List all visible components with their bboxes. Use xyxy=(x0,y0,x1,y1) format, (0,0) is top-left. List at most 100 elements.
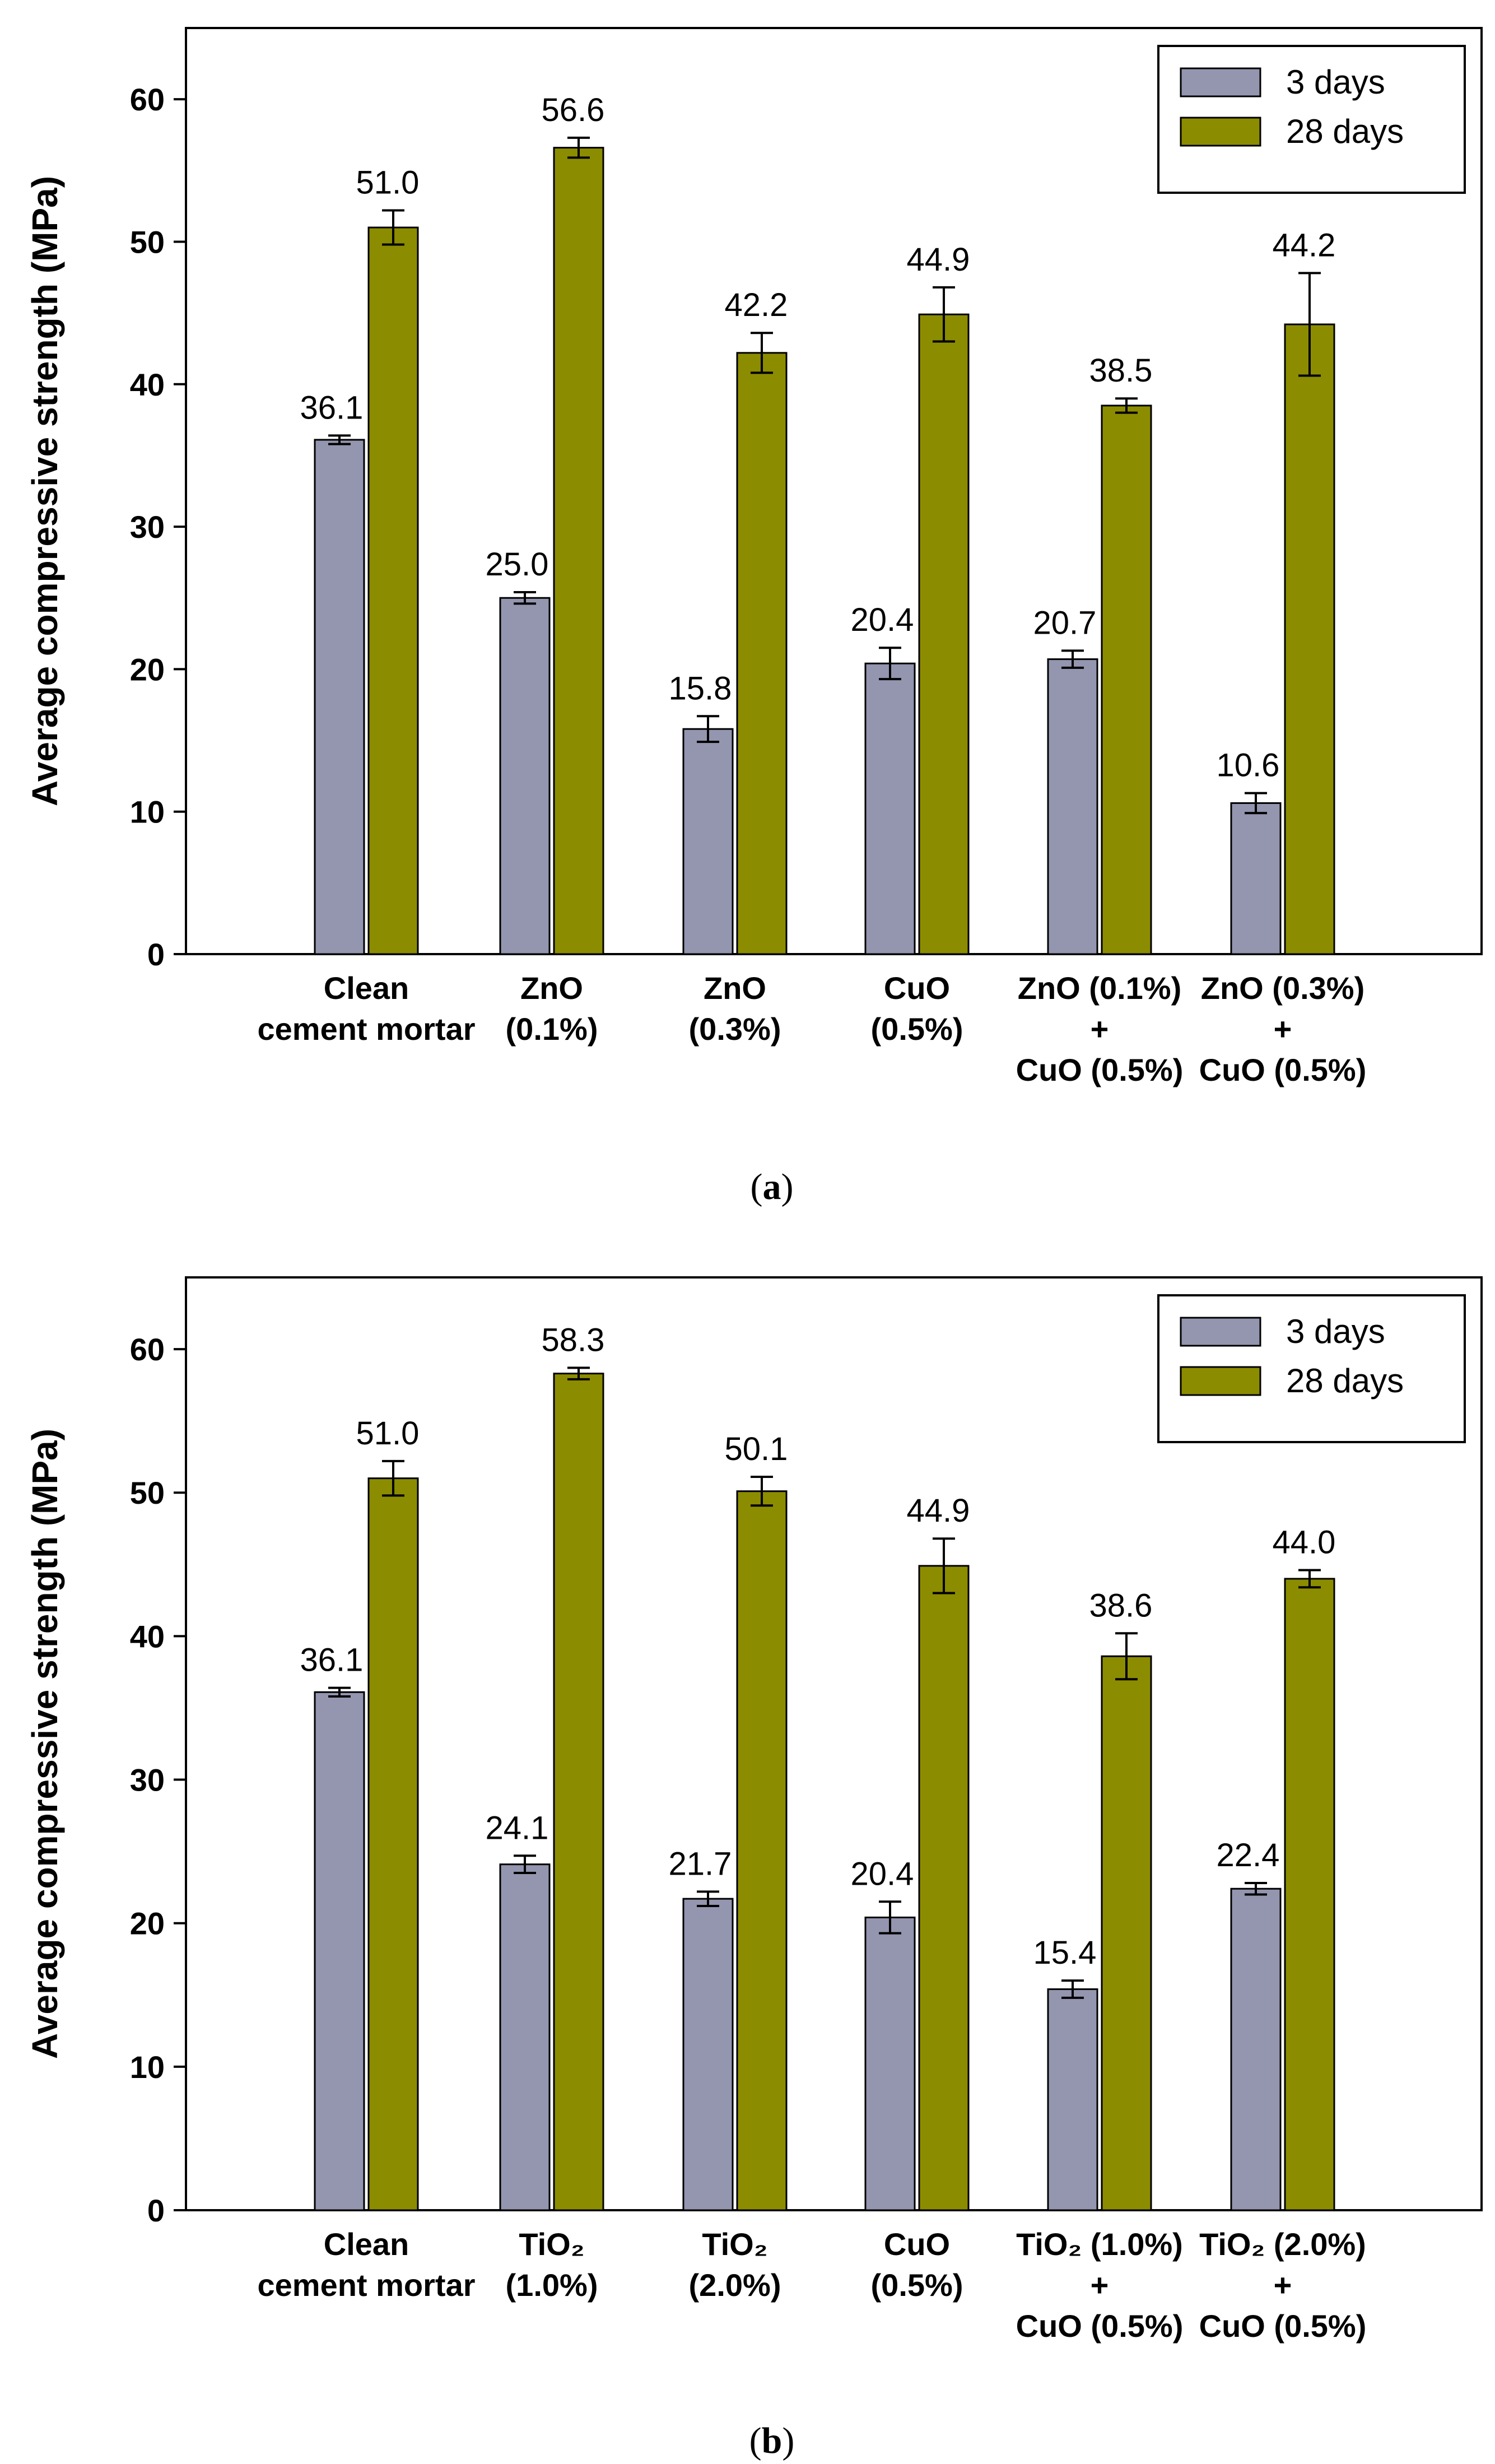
x-category-label: + xyxy=(1091,1011,1109,1047)
caption-letter: a xyxy=(763,1166,781,1207)
bar xyxy=(1230,1887,1282,2211)
y-tick-label: 0 xyxy=(147,2193,165,2228)
data-label: 42.2 xyxy=(725,287,788,323)
y-tick-label: 0 xyxy=(147,937,165,972)
x-category-label: + xyxy=(1091,2267,1109,2303)
x-category-label: TiO₂ (2.0%) xyxy=(1199,2226,1366,2262)
x-category-label: (1.0%) xyxy=(506,2267,598,2303)
data-label: 44.2 xyxy=(1273,227,1336,263)
bar xyxy=(499,1863,551,2211)
x-category-label: (2.0%) xyxy=(689,2267,781,2303)
caption-open: ( xyxy=(751,1166,763,1207)
bar xyxy=(864,662,916,955)
bar xyxy=(499,597,551,955)
bar xyxy=(553,1373,604,2211)
data-label: 36.1 xyxy=(300,1642,364,1679)
bar xyxy=(367,1477,419,2211)
x-category-label: CuO (0.5%) xyxy=(1199,2308,1367,2344)
x-category-label: ZnO (0.3%) xyxy=(1201,970,1364,1006)
bar xyxy=(918,313,970,955)
x-category-label: CuO xyxy=(884,970,950,1006)
x-category-label: CuO (0.5%) xyxy=(1199,1052,1367,1087)
bar xyxy=(1047,658,1098,955)
bar xyxy=(918,1565,970,2211)
y-axis-title: Average compressive strength (MPa) xyxy=(25,1429,65,2059)
x-category-label: TiO₂ (1.0%) xyxy=(1016,2226,1183,2262)
bar xyxy=(1101,1655,1152,2211)
x-category-label: CuO xyxy=(884,2226,950,2262)
y-axis-title: Average compressive strength (MPa) xyxy=(25,176,65,806)
y-tick-label: 40 xyxy=(130,1619,165,1654)
data-label: 22.4 xyxy=(1217,1837,1280,1873)
y-tick-label: 60 xyxy=(130,82,165,117)
legend-label: 3 days xyxy=(1286,63,1385,101)
caption-close: ) xyxy=(782,2420,794,2461)
data-label: 15.4 xyxy=(1033,1935,1097,1971)
data-label: 56.6 xyxy=(542,92,605,128)
x-category-label: Clean xyxy=(324,970,409,1006)
bar xyxy=(1230,802,1282,955)
data-label: 38.6 xyxy=(1089,1587,1153,1624)
y-tick-label: 20 xyxy=(130,652,165,687)
data-label: 25.0 xyxy=(486,546,549,583)
y-tick-label: 10 xyxy=(130,794,165,830)
x-category-label: TiO₂ xyxy=(702,2226,767,2262)
x-category-label: TiO₂ xyxy=(519,2226,584,2262)
legend-label: 28 days xyxy=(1286,113,1404,150)
x-category-label: CuO (0.5%) xyxy=(1016,2308,1184,2344)
legend-swatch xyxy=(1180,117,1261,147)
bar xyxy=(367,226,419,955)
x-category-label: + xyxy=(1274,2267,1292,2303)
bar xyxy=(1284,1578,1335,2211)
caption-close: ) xyxy=(781,1166,794,1207)
x-category-label: ZnO xyxy=(520,970,583,1006)
data-label: 44.9 xyxy=(907,241,970,278)
caption-open: ( xyxy=(749,2420,762,2461)
panel-caption: (b) xyxy=(749,2420,795,2461)
bar xyxy=(682,1898,734,2211)
x-category-label: (0.5%) xyxy=(871,1011,963,1047)
y-tick-label: 50 xyxy=(130,1475,165,1510)
y-tick-label: 40 xyxy=(130,367,165,402)
x-category-label: CuO (0.5%) xyxy=(1016,1052,1184,1087)
y-tick-label: 30 xyxy=(130,1763,165,1798)
data-label: 20.4 xyxy=(851,1856,914,1892)
chart-panel-a: 0 10 20 30 40 50 60 Average compressive strengt… xyxy=(25,27,1483,1207)
data-label: 24.1 xyxy=(486,1810,549,1846)
data-label: 10.6 xyxy=(1217,747,1280,784)
data-label: 51.0 xyxy=(356,1415,420,1452)
bar xyxy=(1101,405,1152,955)
legend: 3 days 28 days xyxy=(1157,45,1466,194)
bar xyxy=(1047,1988,1098,2211)
data-label: 36.1 xyxy=(300,389,364,426)
x-category-label: cement mortar xyxy=(257,2267,475,2303)
y-tick-label: 10 xyxy=(130,2049,165,2085)
x-category-label: + xyxy=(1274,1011,1292,1047)
data-label: 21.7 xyxy=(669,1845,732,1882)
x-category-label: (0.5%) xyxy=(871,2267,963,2303)
legend: 3 days 28 days xyxy=(1157,1294,1466,1443)
x-category-label: cement mortar xyxy=(257,1011,475,1047)
y-tick-label: 50 xyxy=(130,224,165,259)
legend-label: 3 days xyxy=(1286,1313,1385,1350)
legend-swatch xyxy=(1180,67,1261,97)
x-category-label: (0.3%) xyxy=(689,1011,781,1047)
legend-label: 28 days xyxy=(1286,1362,1404,1400)
data-label: 20.7 xyxy=(1033,605,1097,641)
bar xyxy=(314,439,365,955)
y-tick-label: 60 xyxy=(130,1332,165,1367)
data-label: 44.9 xyxy=(907,1493,970,1529)
panel-caption: (a) xyxy=(751,1166,794,1207)
x-category-label: ZnO xyxy=(704,970,766,1006)
data-label: 44.0 xyxy=(1273,1524,1336,1561)
bar xyxy=(314,1691,365,2211)
data-label: 20.4 xyxy=(851,602,914,638)
plot-frame xyxy=(185,1276,1483,2211)
caption-letter: b xyxy=(762,2420,783,2461)
x-category-label: Clean xyxy=(324,2226,409,2262)
data-label: 51.0 xyxy=(356,165,420,201)
data-label: 50.1 xyxy=(725,1431,788,1467)
bar xyxy=(682,728,734,955)
y-tick-label: 20 xyxy=(130,1906,165,1941)
legend-swatch xyxy=(1180,1317,1261,1347)
